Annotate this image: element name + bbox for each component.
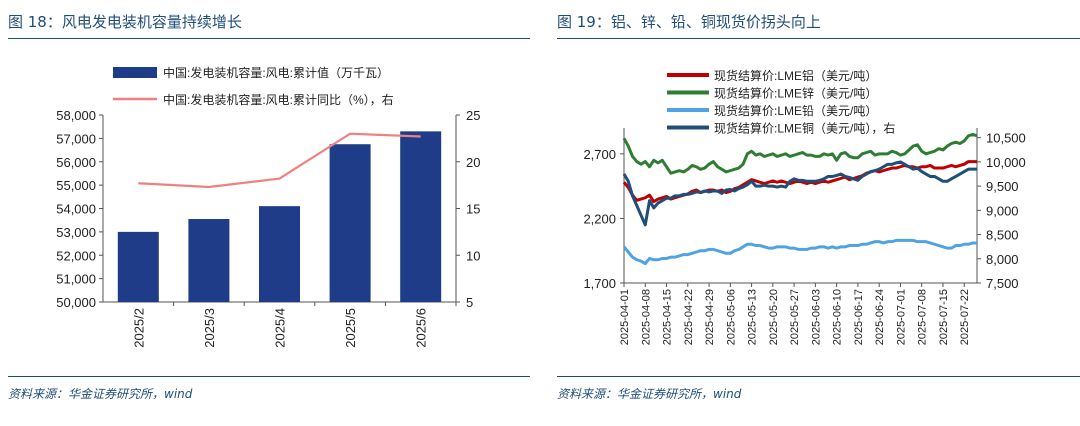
legend-label: 现货结算价:LME铜（美元/吨），右 — [714, 121, 895, 136]
x-tick-label: 2025-07-22 — [959, 289, 971, 345]
x-tick-label: 2025-05-27 — [789, 289, 801, 345]
right-top-rule — [557, 38, 1080, 39]
x-tick-label: 2025-06-03 — [810, 289, 822, 345]
legend-label: 现货结算价:LME铅（美元/吨） — [714, 103, 877, 118]
y-tick-label: 57,000 — [56, 131, 96, 146]
legend-label-bar: 中国:发电装机容量:风电:累计值（万千瓦） — [163, 65, 389, 80]
y-tick-label: 56,000 — [56, 155, 96, 170]
x-tick-label: 2025-07-08 — [917, 289, 929, 345]
y-tick-label: 55,000 — [56, 178, 96, 193]
y-tick-label: 2,200 — [583, 211, 616, 226]
left-chart: 中国:发电装机容量:风电:累计值（万千瓦） 中国:发电装机容量:风电:累计同比（%… — [56, 65, 480, 348]
right-figure-title: 图 19：铝、锌、铅、铜现货价拐头向上 — [557, 13, 821, 31]
right-bottom-rule — [557, 376, 1080, 377]
bar — [188, 219, 230, 302]
x-tick-label: 2025/3 — [202, 308, 217, 348]
y-tick-label: 58,000 — [56, 108, 96, 123]
x-tick-label: 2025/6 — [414, 308, 429, 348]
x-tick-label: 2025-06-10 — [832, 289, 844, 345]
x-tick-label: 2025-04-15 — [662, 289, 674, 345]
bar — [259, 206, 300, 302]
y-tick-label: 1,700 — [583, 276, 616, 291]
y-tick-label: 53,000 — [56, 225, 96, 240]
legend-label: 现货结算价:LME铝（美元/吨） — [714, 68, 877, 83]
legend-swatch-bar — [113, 67, 157, 78]
x-tick-label: 2025-05-20 — [768, 289, 780, 345]
x-tick-label: 2025-05-13 — [747, 289, 759, 345]
y2-tick-label: 7,500 — [986, 276, 1019, 291]
y2-tick-label: 10,500 — [986, 131, 1026, 146]
y2-tick-label: 25 — [466, 108, 480, 123]
right-source-note: 资料来源：华金证券研究所，wind — [557, 387, 742, 401]
y2-tick-label: 15 — [466, 202, 480, 217]
y2-tick-label: 9,500 — [986, 179, 1019, 194]
series-line-copper — [622, 160, 977, 227]
y2-tick-label: 5 — [466, 295, 473, 310]
x-tick-label: 2025/4 — [273, 308, 288, 348]
y-tick-label: 52,000 — [56, 248, 96, 263]
x-tick-label: 2025-06-24 — [874, 289, 886, 345]
left-figure-title: 图 18：风电发电装机容量持续增长 — [8, 13, 242, 31]
y2-tick-label: 8,000 — [986, 252, 1019, 267]
y-tick-label: 2,700 — [583, 147, 616, 162]
y2-tick-label: 10,000 — [986, 155, 1026, 170]
left-figure-panel: 图 18：风电发电装机容量持续增长 中国:发电装机容量:风电:累计值（万千瓦）中… — [0, 0, 530, 426]
y2-tick-label: 10 — [466, 248, 480, 263]
x-tick-label: 2025-07-15 — [938, 289, 950, 345]
x-tick-label: 2025-04-01 — [619, 289, 631, 345]
y-tick-label: 54,000 — [56, 202, 96, 217]
y2-tick-label: 8,500 — [986, 228, 1019, 243]
right-figure-panel: 图 19：铝、锌、铅、铜现货价拐头向上 现货结算价:LME铝（美元/吨） 现货结算… — [549, 0, 1080, 426]
bar — [117, 231, 159, 302]
x-tick-label: 2025-05-06 — [725, 289, 737, 345]
series-line-zinc — [622, 132, 978, 175]
right-chart: 现货结算价:LME铝（美元/吨） 现货结算价:LME锌（美元/吨） 现货结算价:LM… — [583, 68, 1026, 345]
x-tick-label: 2025/5 — [343, 308, 358, 348]
left-top-rule — [8, 38, 530, 39]
y2-tick-label: 9,000 — [986, 203, 1019, 218]
y-tick-label: 50,000 — [56, 295, 96, 310]
left-bottom-rule — [8, 376, 530, 377]
series-line-lead — [622, 238, 977, 266]
left-source-note: 资料来源：华金证券研究所，wind — [8, 387, 193, 401]
series-line-yoy — [138, 132, 421, 189]
x-tick-label: 2025-04-22 — [683, 289, 695, 345]
x-tick-label: 2025-04-29 — [704, 289, 716, 345]
x-tick-label: 2025-04-08 — [640, 289, 652, 345]
y-tick-label: 51,000 — [56, 272, 96, 287]
x-tick-label: 2025-06-17 — [853, 289, 865, 345]
legend-label-line: 中国:发电装机容量:风电:累计同比（%），右 — [163, 92, 394, 107]
y2-tick-label: 20 — [466, 155, 480, 170]
bar — [400, 131, 442, 302]
bar — [329, 144, 371, 302]
legend-label: 现货结算价:LME锌（美元/吨） — [714, 86, 877, 101]
x-tick-label: 2025-07-01 — [895, 289, 907, 345]
x-tick-label: 2025/2 — [131, 308, 146, 348]
